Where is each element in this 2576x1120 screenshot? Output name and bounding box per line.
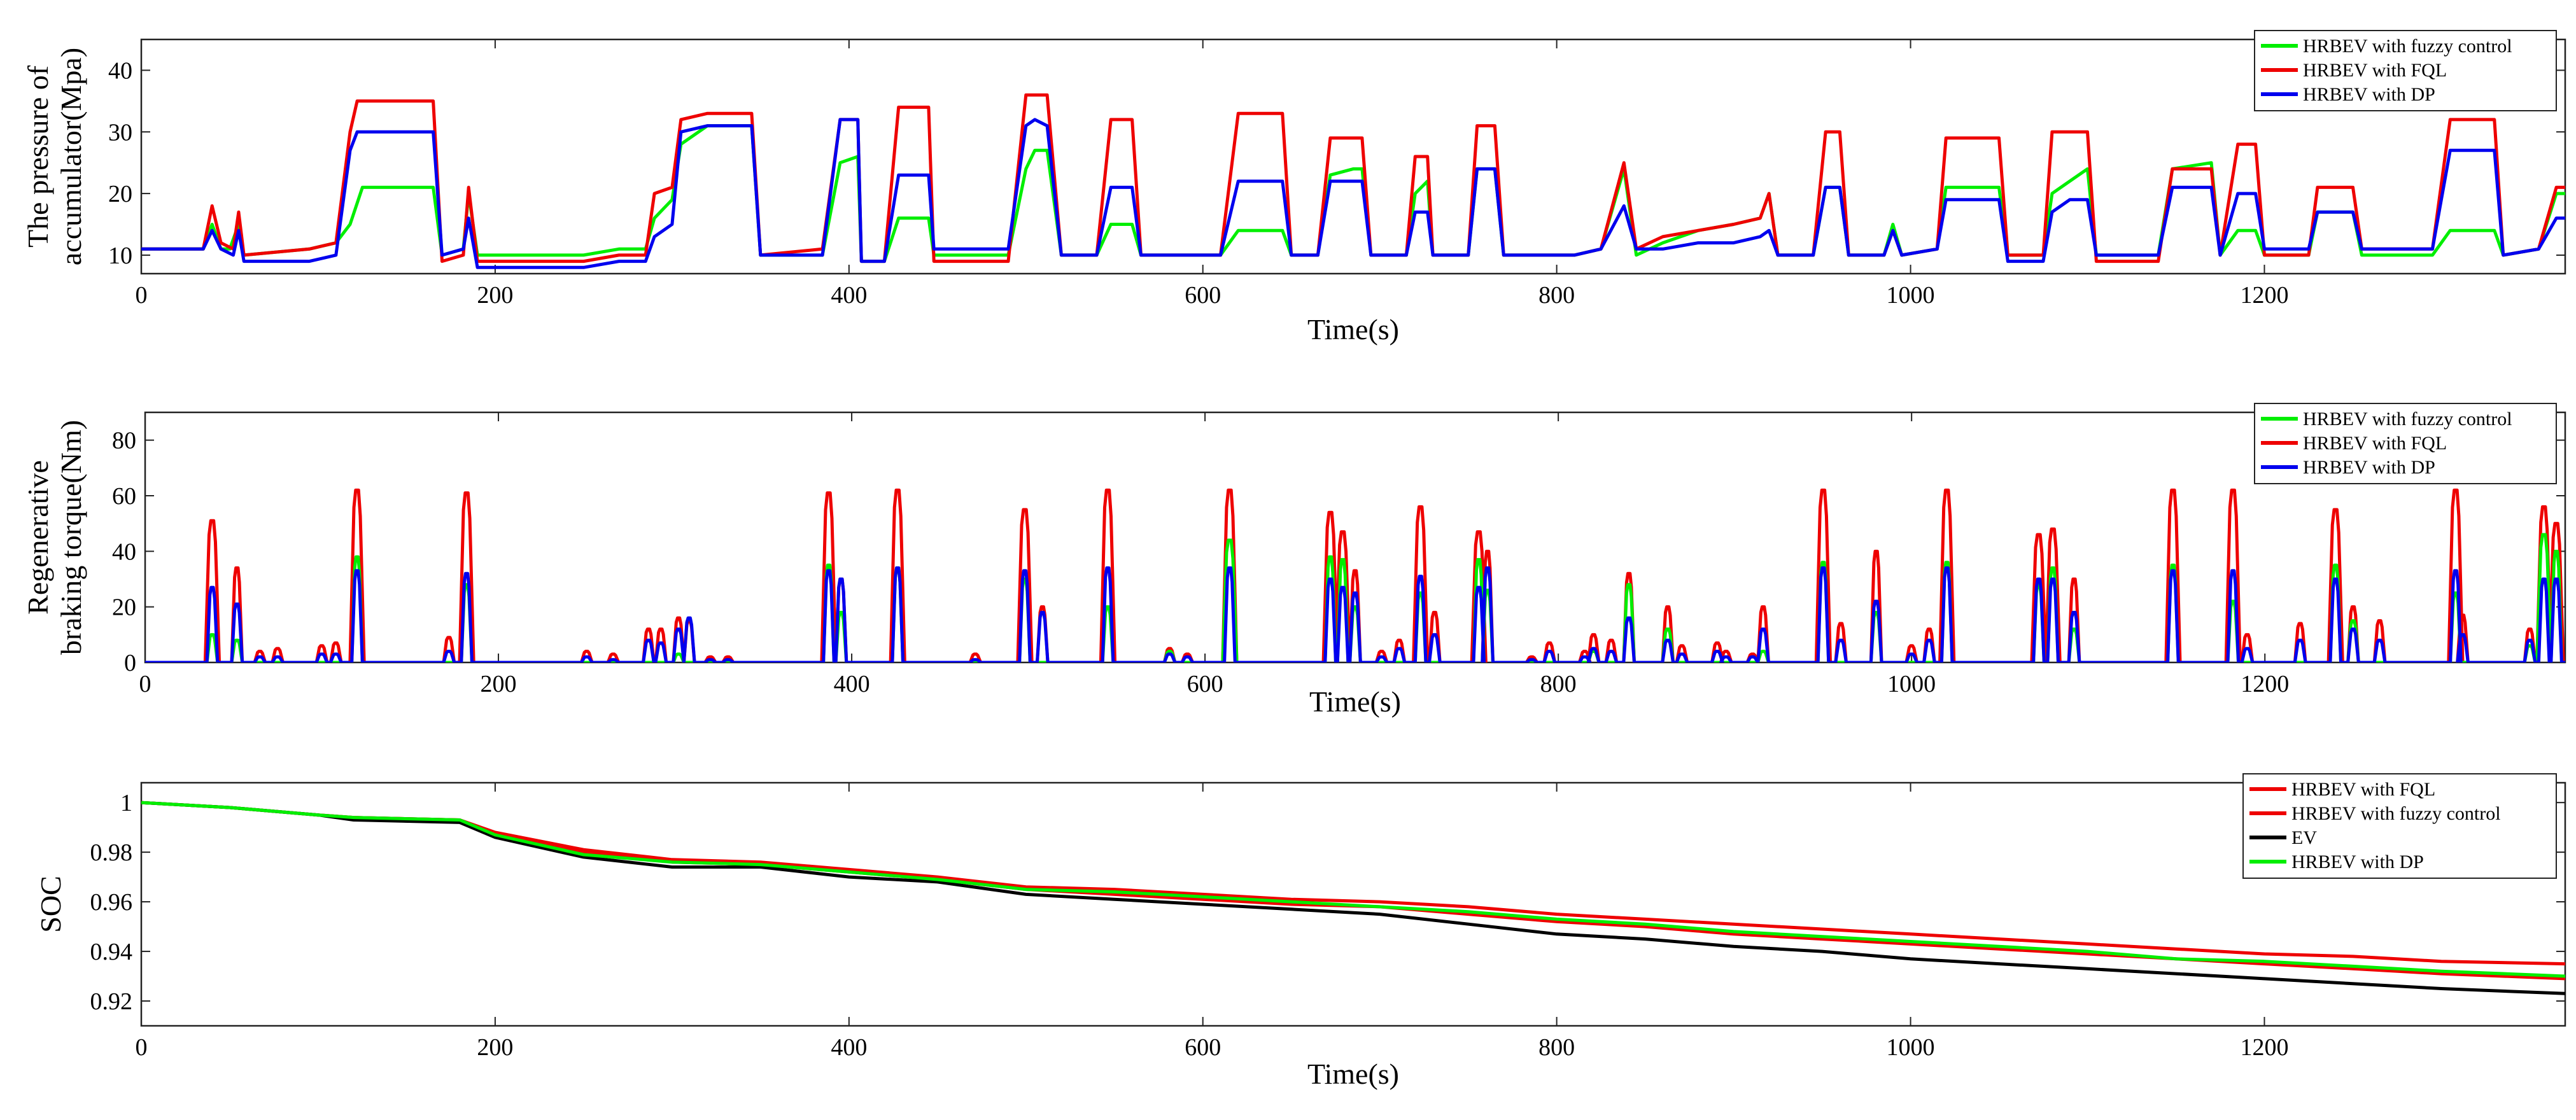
torque-chart: 0 200 400 600 800 1000 1200 0 20 40 60 80 Time(s) Reg… [22,403,2566,718]
x-tick-label: 200 [477,1034,513,1061]
series-line-hrbev-with-dp [141,118,2565,269]
series-line-hrbev-with-fuzzy-control [145,533,2565,662]
y-tick-label: 40 [108,57,132,84]
legend-box [2254,30,2557,111]
x-tick-label: 800 [1540,671,1577,697]
series-line-hrbev-with-fql [141,801,2565,966]
legend-entry: HRBEV with fuzzy control [2291,803,2501,824]
legend-entry: HRBEV with fuzzy control [2303,36,2512,57]
x-tick-label: 400 [834,671,870,697]
x-axis-label: Time(s) [1307,313,1399,346]
x-tick-label: 200 [481,671,517,697]
x-axis-label: Time(s) [1309,685,1401,718]
series-line-ev [141,801,2565,995]
x-tick-label: 800 [1538,282,1575,309]
x-tick-label: 0 [136,1034,148,1061]
y-tick-label: 10 [108,242,132,269]
plot-area [141,93,2565,269]
x-tick-label: 1000 [1887,282,1935,309]
y-tick-label: 1 [120,790,132,816]
legend-entry: HRBEV with FQL [2303,433,2447,454]
x-tick-label: 1200 [2240,282,2288,309]
x-tick-label: 200 [477,282,513,309]
x-tick-label: 600 [1187,671,1223,697]
series-line-hrbev-with-fuzzy-control [141,801,2565,981]
x-tick-label: 400 [831,1034,867,1061]
y-axis-label: accumulator(Mpa) [55,48,87,265]
y-axis-label: Regenerative [22,460,54,615]
x-tick-label: 1200 [2241,671,2289,697]
y-tick-label: 60 [112,483,136,510]
plot-frame [140,781,2566,1027]
series-line-hrbev-with-fql [145,488,2565,662]
y-tick-label: 80 [112,428,136,454]
legend-entry: HRBEV with DP [2291,851,2424,872]
legend-entry: EV [2291,827,2317,848]
series-line-hrbev-with-dp [141,801,2565,978]
x-tick-label: 0 [139,671,151,697]
legend-entry: HRBEV with fuzzy control [2303,409,2512,430]
plot-frame [144,411,2566,664]
y-tick-label: 0 [124,650,136,676]
series-line-hrbev-with-fql [141,93,2565,263]
y-tick-label: 0.96 [90,889,133,916]
y-tick-label: 0.92 [90,988,133,1015]
y-tick-label: 20 [108,181,132,207]
legend-box [2242,773,2557,879]
x-tick-label: 1000 [1887,1034,1935,1061]
pressure-chart: 0 200 400 600 800 1000 1200 10 20 30 40 Time(s) The … [22,30,2566,346]
y-axis-label: SOC [34,876,67,932]
y-tick-label: 0.94 [90,939,133,965]
legend-entry: HRBEV with FQL [2303,60,2447,81]
plot-area [145,488,2565,662]
x-tick-label: 600 [1185,282,1221,309]
series-line-hrbev-with-fuzzy-control [141,124,2565,263]
x-tick-label: 400 [831,282,867,309]
y-axis-label: The pressure of [22,65,54,248]
x-tick-label: 600 [1185,1034,1221,1061]
x-tick-label: 1000 [1887,671,1936,697]
soc-chart: 0 200 400 600 800 1000 1200 0.92 0.94 0.96 0.98 1 Ti… [34,773,2566,1090]
plot-area [141,801,2565,995]
x-tick-label: 800 [1538,1034,1575,1061]
legend-box [2254,403,2557,484]
legend-entry: HRBEV with FQL [2291,779,2435,800]
legend-entry: HRBEV with DP [2303,84,2435,105]
x-axis-label: Time(s) [1307,1058,1399,1090]
legend-entry: HRBEV with DP [2303,457,2435,478]
y-tick-label: 20 [112,594,136,621]
x-tick-label: 1200 [2240,1034,2288,1061]
y-tick-label: 40 [112,538,136,565]
plot-frame [140,38,2566,275]
y-axis-label: braking torque(Nm) [55,420,87,655]
series-line-hrbev-with-dp [145,566,2565,662]
x-tick-label: 0 [136,282,148,309]
y-tick-label: 30 [108,119,132,146]
y-tick-label: 0.98 [90,839,133,866]
